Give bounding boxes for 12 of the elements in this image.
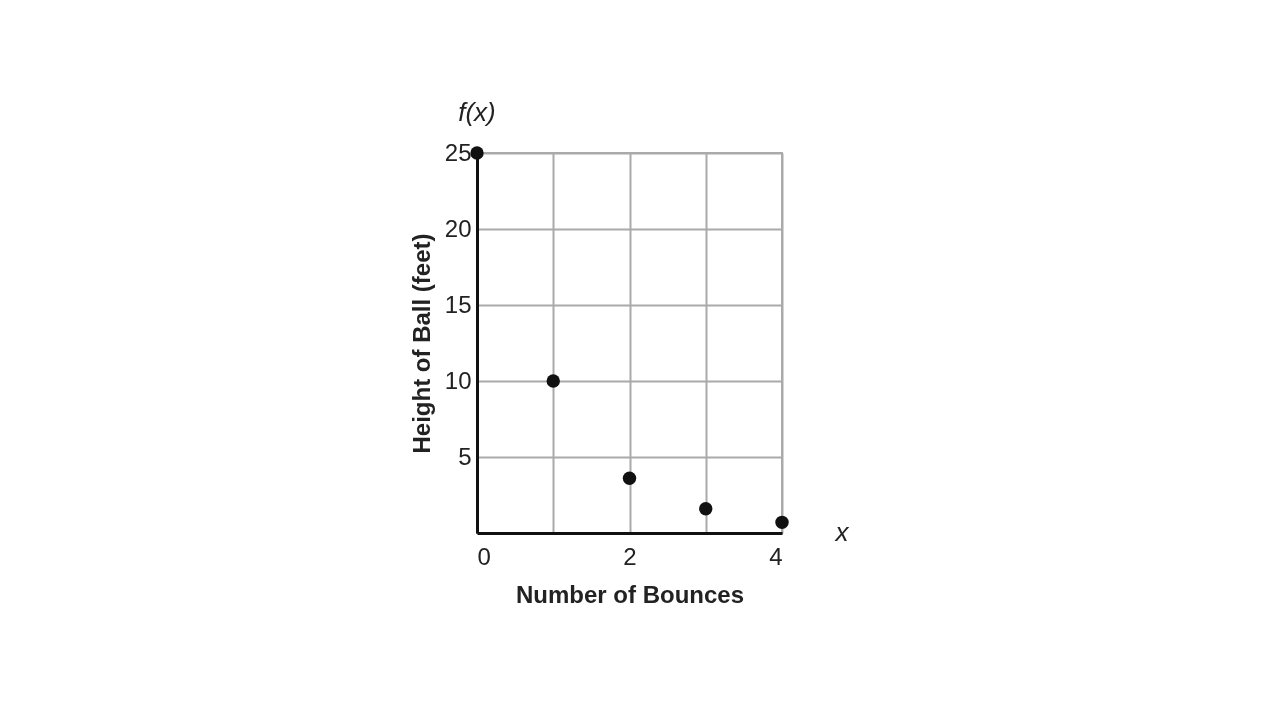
y-tick-label: 5 [458, 442, 472, 470]
y-tick-label: 15 [444, 290, 472, 318]
x-tick-label: 2 [623, 542, 637, 570]
y-tick-label: 10 [444, 366, 472, 394]
y-tick-label: 20 [444, 214, 472, 242]
y-tick-label: 25 [444, 138, 472, 166]
x-tick-label: 4 [769, 542, 783, 570]
y-axis-title: Height of Ball (feet) [407, 233, 435, 454]
text: x [833, 517, 850, 547]
x-axis-title: Number of Bounces [515, 580, 745, 608]
x-tick-label: 0 [477, 542, 491, 570]
text: f(x) [458, 97, 496, 127]
